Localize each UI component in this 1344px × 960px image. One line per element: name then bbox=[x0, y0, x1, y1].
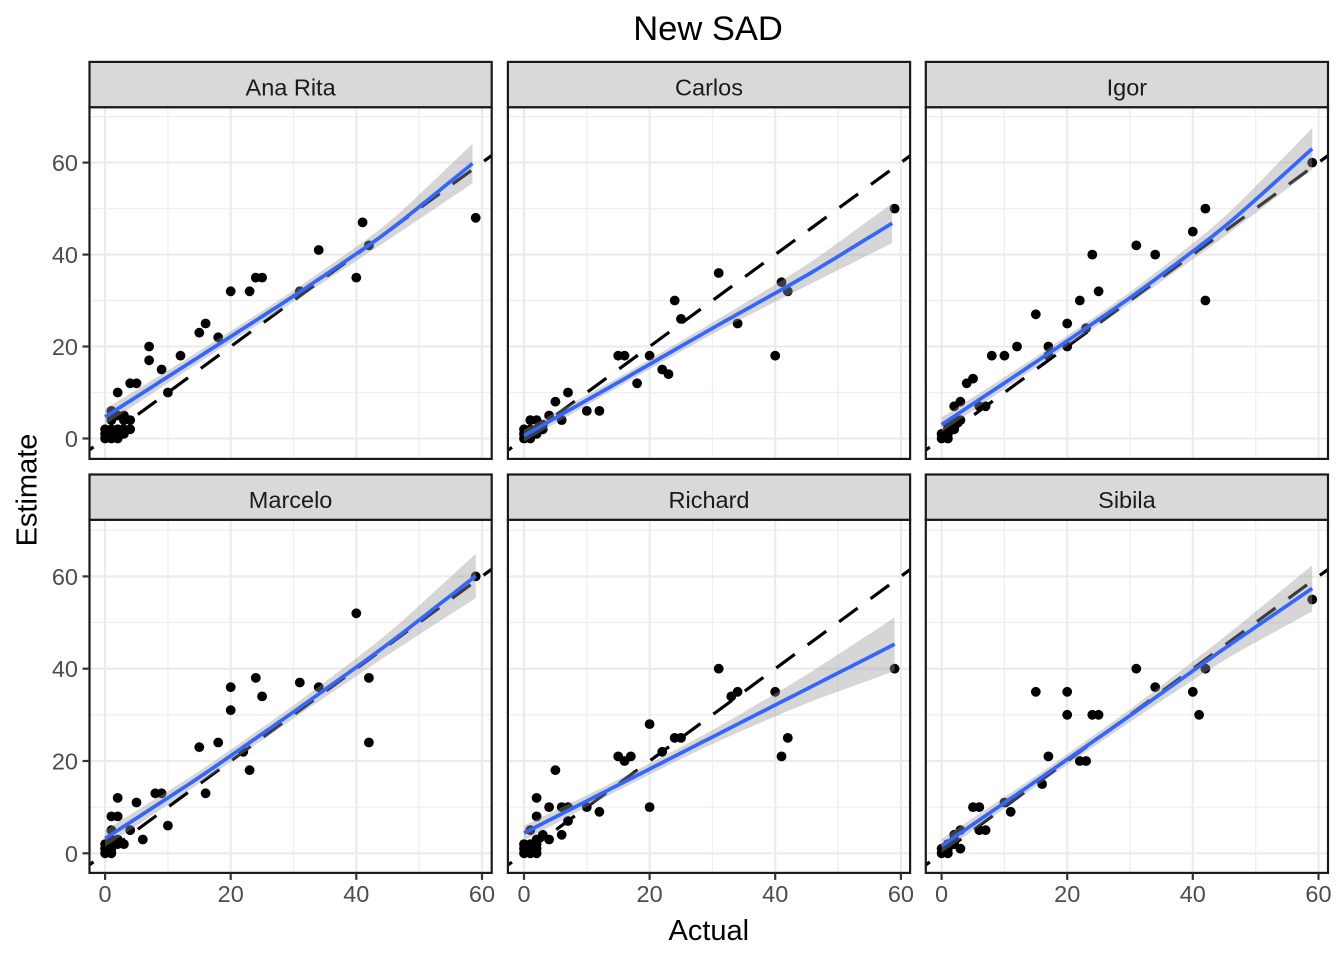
svg-text:Carlos: Carlos bbox=[675, 74, 743, 100]
svg-text:60: 60 bbox=[1305, 881, 1331, 907]
svg-text:20: 20 bbox=[52, 334, 78, 360]
svg-text:40: 40 bbox=[1180, 881, 1206, 907]
svg-text:40: 40 bbox=[762, 881, 788, 907]
svg-text:Actual: Actual bbox=[668, 915, 749, 947]
svg-text:Ana Rita: Ana Rita bbox=[246, 74, 337, 100]
svg-text:20: 20 bbox=[637, 881, 663, 907]
svg-text:0: 0 bbox=[935, 881, 948, 907]
svg-text:Igor: Igor bbox=[1107, 74, 1148, 100]
svg-text:40: 40 bbox=[52, 656, 78, 682]
svg-text:20: 20 bbox=[1054, 881, 1080, 907]
svg-text:Richard: Richard bbox=[669, 487, 750, 513]
svg-text:Sibila: Sibila bbox=[1098, 487, 1156, 513]
svg-text:0: 0 bbox=[99, 881, 112, 907]
svg-text:60: 60 bbox=[469, 881, 495, 907]
svg-text:40: 40 bbox=[52, 242, 78, 268]
svg-text:60: 60 bbox=[52, 150, 78, 176]
svg-text:0: 0 bbox=[65, 426, 78, 452]
svg-text:60: 60 bbox=[52, 564, 78, 590]
svg-text:60: 60 bbox=[888, 881, 914, 907]
svg-text:Marcelo: Marcelo bbox=[249, 487, 333, 513]
svg-text:20: 20 bbox=[52, 749, 78, 775]
svg-text:0: 0 bbox=[65, 841, 78, 867]
svg-text:20: 20 bbox=[218, 881, 244, 907]
svg-text:Estimate: Estimate bbox=[12, 434, 44, 547]
svg-text:New SAD: New SAD bbox=[633, 10, 783, 48]
svg-text:40: 40 bbox=[343, 881, 369, 907]
svg-text:0: 0 bbox=[517, 881, 530, 907]
